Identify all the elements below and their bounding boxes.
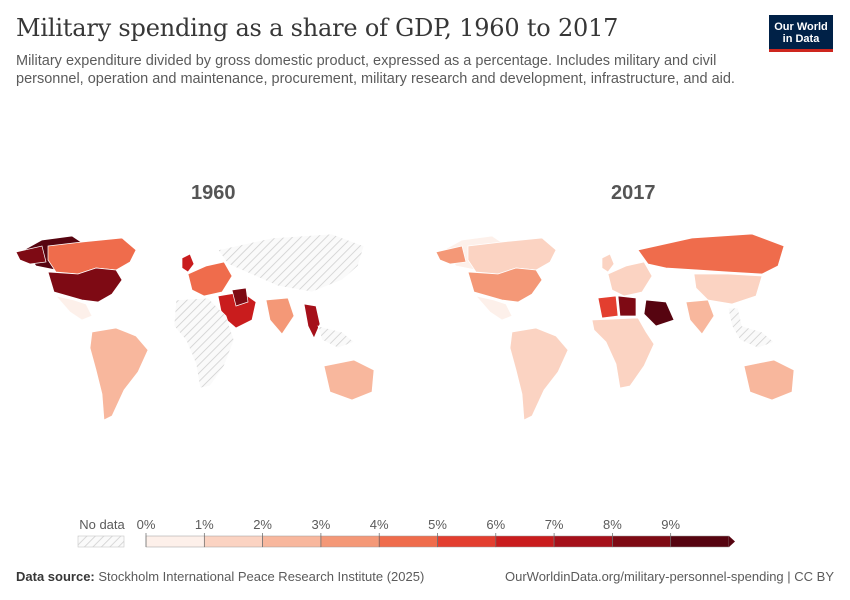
region-se-asia-1960[interactable] [317, 325, 355, 349]
legend-no-data-label: No data [79, 517, 125, 532]
region-mexico-2017[interactable] [475, 295, 513, 321]
region-europe-1960[interactable] [187, 261, 233, 297]
logo-line-1: Our World [774, 21, 828, 33]
owid-logo[interactable]: Our World in Data [769, 15, 833, 52]
region-libya-2017[interactable] [617, 295, 637, 317]
region-india-2017[interactable] [685, 299, 715, 335]
legend-arrow [729, 536, 735, 547]
region-australia-2017[interactable] [743, 359, 795, 401]
legend-bin-4[interactable] [378, 535, 438, 548]
owid-url[interactable]: OurWorldinData.org/military-personnel-sp… [505, 569, 834, 584]
legend-tick-label: 2% [253, 517, 272, 532]
chart-subtitle: Military expenditure divided by gross do… [16, 53, 735, 87]
legend-tick-label: 9% [661, 517, 680, 532]
region-china-2017[interactable] [693, 273, 763, 305]
world-map-1960[interactable] [12, 220, 422, 430]
region-africa-2017[interactable] [591, 317, 655, 389]
region-south-america-2017[interactable] [509, 327, 569, 421]
region-burma-1960[interactable] [303, 303, 321, 339]
legend-bin-8[interactable] [612, 535, 671, 548]
legend-tick-label: 8% [603, 517, 622, 532]
world-map-2017[interactable] [432, 220, 842, 430]
region-saudi-arabia-2017[interactable] [643, 299, 675, 327]
data-source: Data source: Stockholm International Pea… [16, 569, 424, 584]
legend-bin-0[interactable] [145, 535, 205, 548]
color-legend: No data 0% 1% 2% 3% 4% 5% 6% 7% 8% 9% [77, 517, 735, 548]
region-uk-2017[interactable] [601, 253, 615, 273]
legend-tick-label: 1% [195, 517, 214, 532]
legend-tick-label: 5% [428, 517, 447, 532]
region-usa-1960[interactable] [47, 267, 123, 303]
legend-bin-2[interactable] [262, 535, 322, 548]
region-africa-1960[interactable] [173, 297, 235, 389]
region-ussr-1960[interactable] [217, 233, 365, 293]
region-russia-2017[interactable] [637, 233, 785, 275]
region-alaska-1960[interactable] [15, 245, 47, 265]
map-title-1960: 1960 [191, 182, 236, 204]
region-algeria-2017[interactable] [597, 295, 619, 319]
region-europe-2017[interactable] [607, 261, 653, 297]
legend-bin-5[interactable] [437, 535, 497, 548]
logo-line-2: in Data [782, 33, 820, 45]
legend-tick-label: 7% [545, 517, 564, 532]
legend-bin-6[interactable] [495, 535, 555, 548]
region-uk-1960[interactable] [181, 253, 195, 273]
legend-tick-label: 0% [137, 517, 156, 532]
map-title-2017: 2017 [611, 182, 656, 204]
legend-bin-3[interactable] [320, 535, 380, 548]
region-iraq-1960[interactable] [231, 287, 249, 307]
legend-tick-label: 6% [486, 517, 505, 532]
region-se-asia-2017[interactable] [727, 307, 775, 349]
region-mexico-1960[interactable] [55, 295, 93, 321]
data-source-text[interactable]: Stockholm International Peace Research I… [98, 569, 425, 584]
region-alaska-2017[interactable] [435, 245, 467, 265]
legend-bin-9[interactable] [670, 535, 730, 548]
legend-tick-label: 4% [370, 517, 389, 532]
region-usa-2017[interactable] [467, 267, 543, 303]
region-india-1960[interactable] [265, 297, 295, 335]
region-australia-1960[interactable] [323, 359, 375, 401]
legend-no-data-swatch [77, 535, 125, 548]
legend-bin-1[interactable] [204, 535, 263, 548]
data-source-label: Data source: [16, 569, 95, 584]
region-south-america-1960[interactable] [89, 327, 149, 421]
chart-title: Military spending as a share of GDP, 196… [16, 14, 619, 42]
legend-tick-label: 3% [312, 517, 331, 532]
legend-bin-7[interactable] [553, 535, 613, 548]
